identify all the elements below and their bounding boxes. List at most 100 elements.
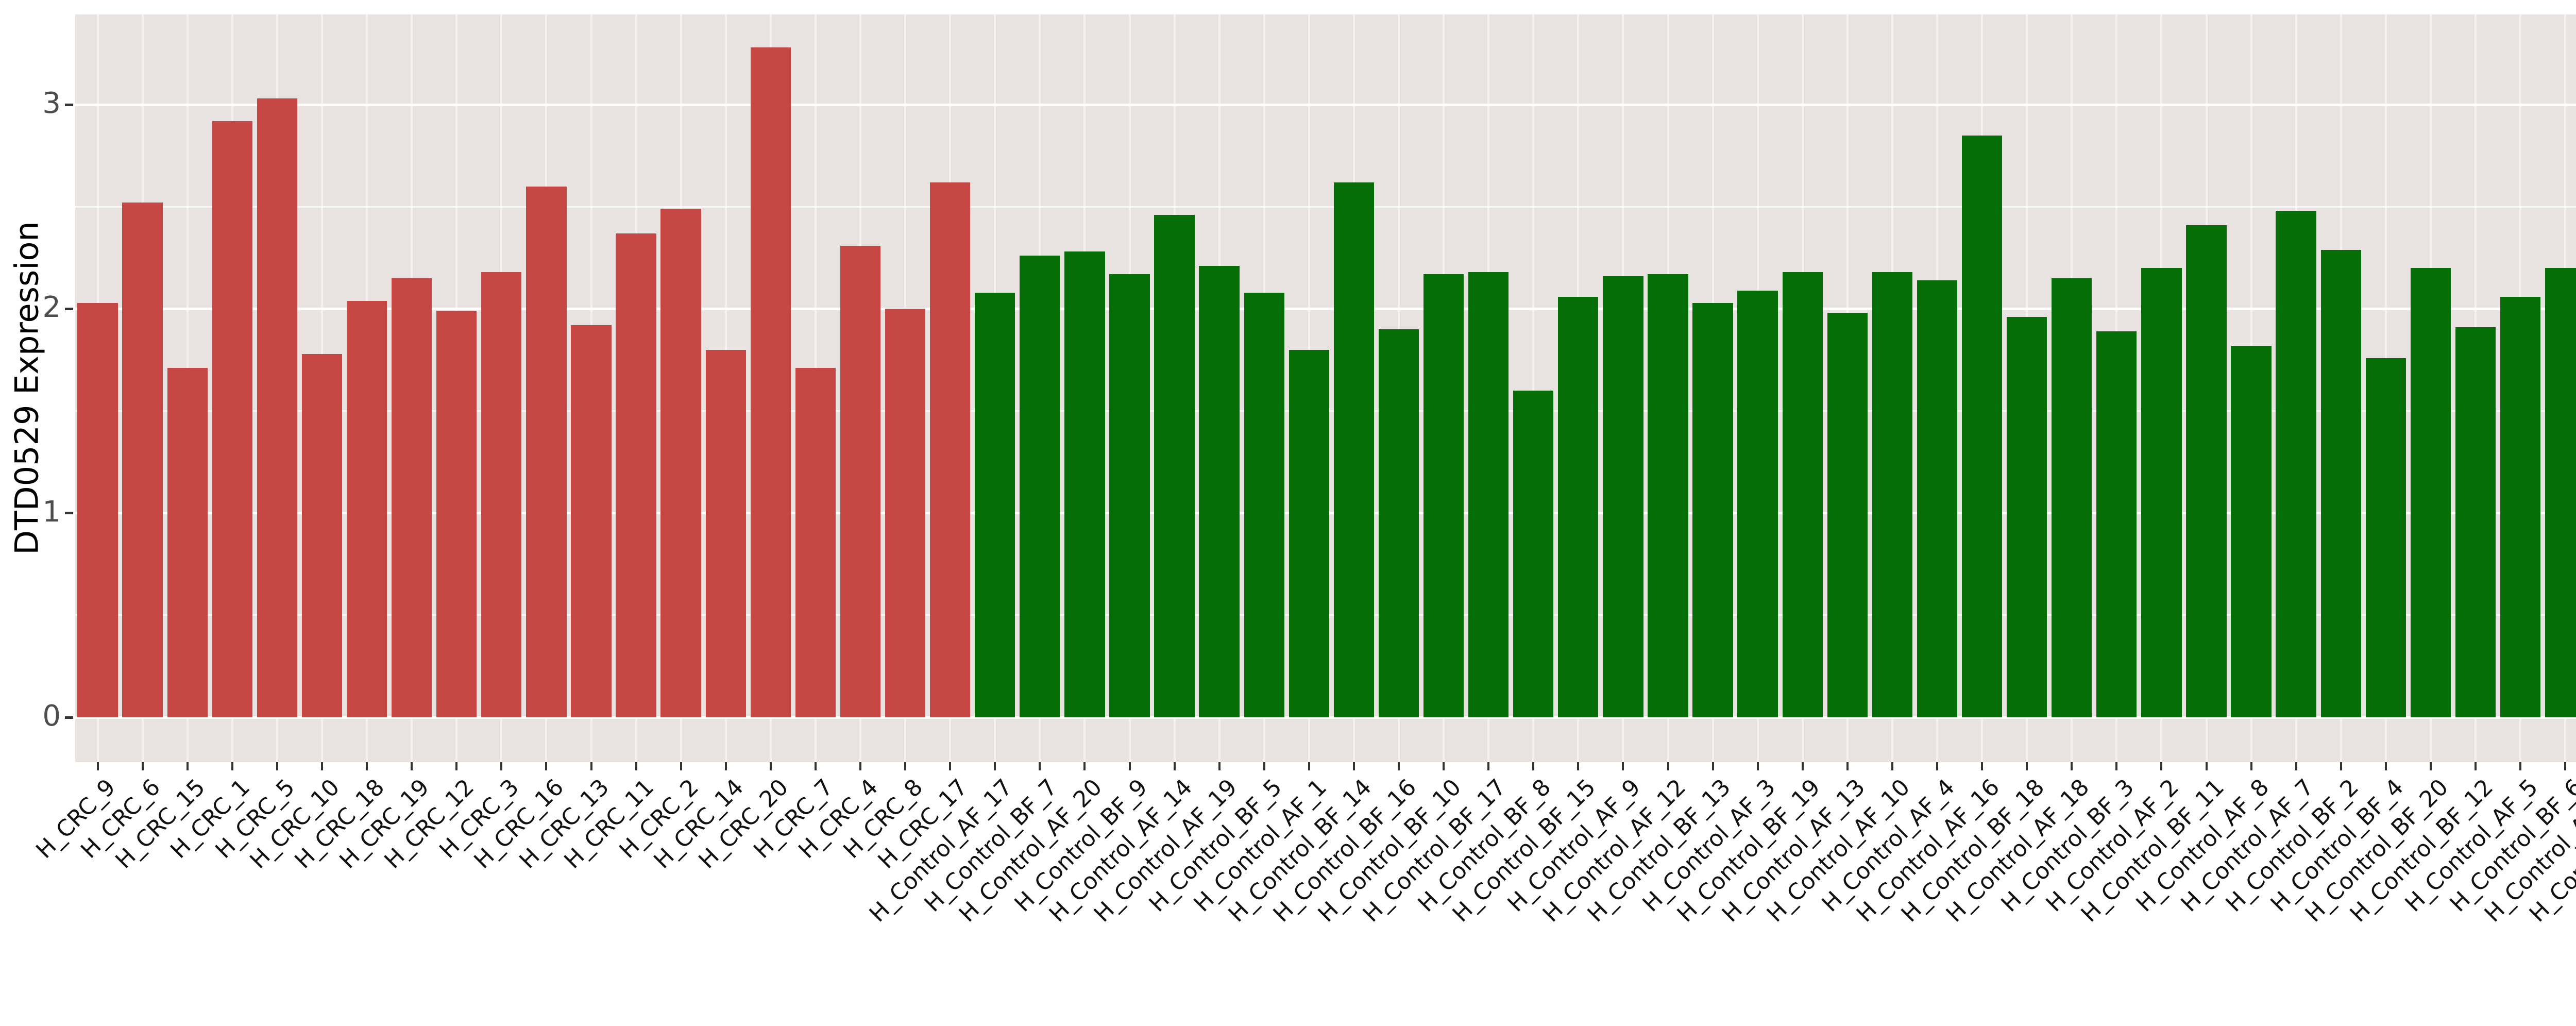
major-gridline: [75, 716, 2576, 719]
minor-gridline: [75, 206, 2576, 208]
x-tick-mark: [231, 762, 233, 770]
x-tick-mark: [1443, 762, 1445, 770]
bar-H_CRC_4: [840, 245, 881, 717]
bar-H_Control_AF_19: [1199, 266, 1240, 717]
x-tick-mark: [1577, 762, 1580, 770]
bar-H_Control_BF_7: [1020, 256, 1060, 717]
x-tick-mark: [366, 762, 368, 770]
x-tick-mark: [1801, 762, 1804, 770]
x-tick-mark: [1756, 762, 1759, 770]
bar-H_Control_AF_8: [2231, 345, 2272, 717]
bar-H_CRC_10: [301, 354, 343, 717]
x-tick-mark: [1352, 762, 1355, 770]
bar-H_Control_BF_2: [2320, 249, 2361, 717]
bar-H_Control_AF_10: [1872, 272, 1913, 717]
x-tick-mark: [1981, 762, 1983, 770]
x-tick-mark: [1173, 762, 1176, 770]
y-tick-mark: [65, 103, 73, 106]
bar-H_Control_BF_6: [2545, 268, 2576, 717]
x-tick-mark: [1532, 762, 1535, 770]
expression-bar-chart: DTD0529 Expression 0 1 2 3 H_CRC_9 H_CRC_6 H_C…: [8, 14, 2576, 928]
vertical-gridline: [1532, 14, 1535, 762]
x-tick-mark: [994, 762, 996, 770]
bar-H_Control_BF_16: [1378, 329, 1419, 717]
bar-H_CRC_14: [705, 349, 746, 717]
x-tick-mark: [186, 762, 189, 770]
y-tick-label: 2: [42, 291, 61, 325]
x-tick-mark: [1398, 762, 1400, 770]
bar-H_Control_BF_20: [2410, 268, 2451, 717]
x-tick-mark: [590, 762, 592, 770]
bar-H_Control_BF_4: [2365, 358, 2406, 717]
x-tick-mark: [635, 762, 637, 770]
bar-H_CRC_3: [481, 272, 522, 717]
x-tick-mark: [96, 762, 99, 770]
bar-H_Control_AF_7: [2276, 211, 2316, 717]
y-tick-label: 1: [42, 495, 61, 529]
bar-H_Control_AF_12: [1648, 274, 1688, 717]
bar-H_Control_BF_14: [1333, 182, 1375, 717]
bar-H_Control_BF_13: [1692, 302, 1733, 717]
x-tick-mark: [2340, 762, 2342, 770]
y-tick-label: 3: [42, 86, 61, 120]
bar-H_Control_BF_12: [2455, 327, 2496, 717]
x-tick-mark: [769, 762, 772, 770]
x-tick-mark: [2115, 762, 2118, 770]
x-tick-mark: [2475, 762, 2477, 770]
bar-H_Control_AF_17: [975, 292, 1015, 717]
y-tick-label: 0: [42, 699, 61, 733]
x-tick-mark: [1891, 762, 1893, 770]
x-tick-mark: [1711, 762, 1714, 770]
bar-H_Control_AF_13: [1827, 313, 1868, 717]
x-tick-mark: [859, 762, 861, 770]
bar-H_CRC_19: [391, 278, 432, 717]
x-tick-mark: [2429, 762, 2432, 770]
x-tick-mark: [2384, 762, 2387, 770]
x-tick-mark: [1083, 762, 1086, 770]
bar-H_Control_BF_10: [1423, 274, 1464, 717]
bar-H_CRC_2: [660, 209, 701, 717]
x-tick-mark: [2250, 762, 2252, 770]
bar-H_Control_AF_16: [1961, 135, 2003, 717]
x-tick-mark: [1846, 762, 1849, 770]
x-tick-mark: [2205, 762, 2208, 770]
bar-H_Control_BF_3: [2096, 331, 2137, 717]
bar-H_Control_BF_8: [1513, 390, 1554, 717]
bar-H_CRC_20: [750, 47, 791, 717]
major-gridline: [75, 103, 2576, 106]
x-tick-mark: [1622, 762, 1624, 770]
x-tick-mark: [500, 762, 503, 770]
bar-H_Control_BF_19: [1782, 272, 1823, 717]
x-tick-mark: [1936, 762, 1938, 770]
plot-panel: [75, 14, 2576, 762]
bar-H_CRC_11: [616, 233, 656, 717]
bar-H_Control_AF_2: [2141, 268, 2182, 717]
x-tick-mark: [949, 762, 952, 770]
bar-H_CRC_16: [526, 186, 567, 717]
x-tick-mark: [545, 762, 548, 770]
x-tick-mark: [455, 762, 458, 770]
x-tick-mark: [2160, 762, 2163, 770]
x-tick-mark: [141, 762, 144, 770]
x-tick-mark: [2295, 762, 2297, 770]
x-tick-mark: [1128, 762, 1131, 770]
y-tick-mark: [65, 716, 73, 719]
x-tick-mark: [1263, 762, 1265, 770]
bar-H_Control_AF_4: [1917, 280, 1958, 717]
x-tick-mark: [1039, 762, 1041, 770]
x-tick-mark: [321, 762, 323, 770]
x-tick-mark: [724, 762, 727, 770]
bar-H_Control_AF_14: [1154, 215, 1195, 717]
bar-H_CRC_13: [571, 325, 612, 717]
x-tick-mark: [814, 762, 817, 770]
bar-H_CRC_6: [122, 203, 163, 717]
bar-H_Control_AF_18: [2052, 278, 2092, 717]
bar-H_Control_AF_1: [1289, 349, 1329, 717]
x-tick-mark: [904, 762, 906, 770]
bar-H_CRC_18: [346, 300, 387, 717]
bar-H_Control_AF_5: [2500, 296, 2541, 717]
bar-H_Control_AF_3: [1737, 290, 1778, 717]
y-tick-mark: [65, 512, 73, 515]
bar-H_Control_AF_20: [1064, 251, 1105, 717]
bar-H_Control_AF_9: [1603, 276, 1643, 717]
